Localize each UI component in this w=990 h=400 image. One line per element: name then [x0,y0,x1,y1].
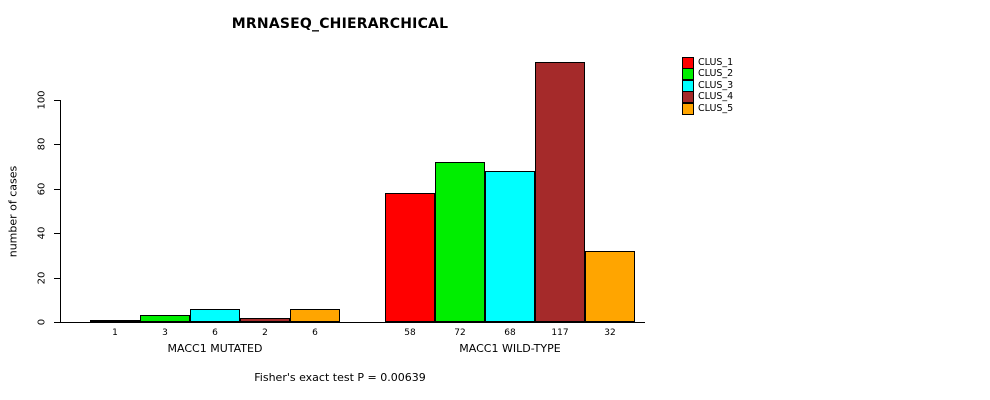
legend-item: CLUS_4 [682,91,734,104]
bar-value-label: 72 [454,328,466,338]
y-tick-label: 40 [36,226,48,240]
legend-item-label: CLUS_5 [698,102,734,114]
bar [290,309,340,322]
legend-item-label: CLUS_1 [698,56,734,68]
legend-swatch [682,91,694,104]
group-label: MACC1 MUTATED [167,342,263,355]
legend-item-label: CLUS_3 [698,79,734,91]
y-tick-label: 0 [36,318,48,326]
bar-value-label: 6 [312,328,318,338]
legend-item: CLUS_2 [682,68,734,81]
y-tick-label: 60 [36,182,48,196]
legend-item-label: CLUS_2 [698,68,734,80]
bar [385,193,435,322]
y-tick-label: 80 [36,138,48,151]
bar [585,251,635,322]
bar-value-label: 2 [262,328,268,338]
bar [140,315,190,322]
legend-item: CLUS_3 [682,79,734,92]
bar [90,320,140,322]
y-tick-mark [54,100,60,101]
legend-item: CLUS_1 [682,56,734,69]
bar-value-label: 32 [604,328,616,338]
bar [190,309,240,322]
bar-value-label: 117 [551,328,569,338]
legend-item-label: CLUS_4 [698,91,734,103]
legend-swatch [682,102,694,115]
y-tick-mark [54,188,60,190]
chart-title: MRNASEQ_CHIERARCHICAL [231,16,449,32]
group-label: MACC1 WILD-TYPE [459,342,561,355]
bar-value-label: 6 [212,328,218,338]
legend-swatch [682,68,694,81]
y-tick-label: 20 [36,271,48,284]
y-tick-label: 100 [36,90,48,110]
y-tick-mark [54,233,60,235]
footer-text: Fisher's exact test P = 0.00639 [254,371,426,384]
y-tick-mark [54,322,60,323]
y-axis-label: number of cases [6,165,20,258]
legend-swatch [682,56,694,69]
legend-item: CLUS_5 [682,102,734,115]
bar [485,171,535,322]
y-axis [60,100,61,323]
y-tick-mark [54,144,60,146]
x-baseline [60,322,645,323]
bar-value-label: 1 [112,328,118,338]
bar-value-label: 58 [404,328,416,338]
bar [240,318,290,322]
bar [435,162,485,322]
bar-value-label: 3 [162,328,168,338]
bar-value-label: 68 [504,328,516,338]
bar [535,62,585,322]
legend-swatch [682,79,694,92]
legend: CLUS_1 CLUS_2 CLUS_3 CLUS_4 CLUS_5 [682,56,734,115]
y-tick-mark [54,277,60,279]
